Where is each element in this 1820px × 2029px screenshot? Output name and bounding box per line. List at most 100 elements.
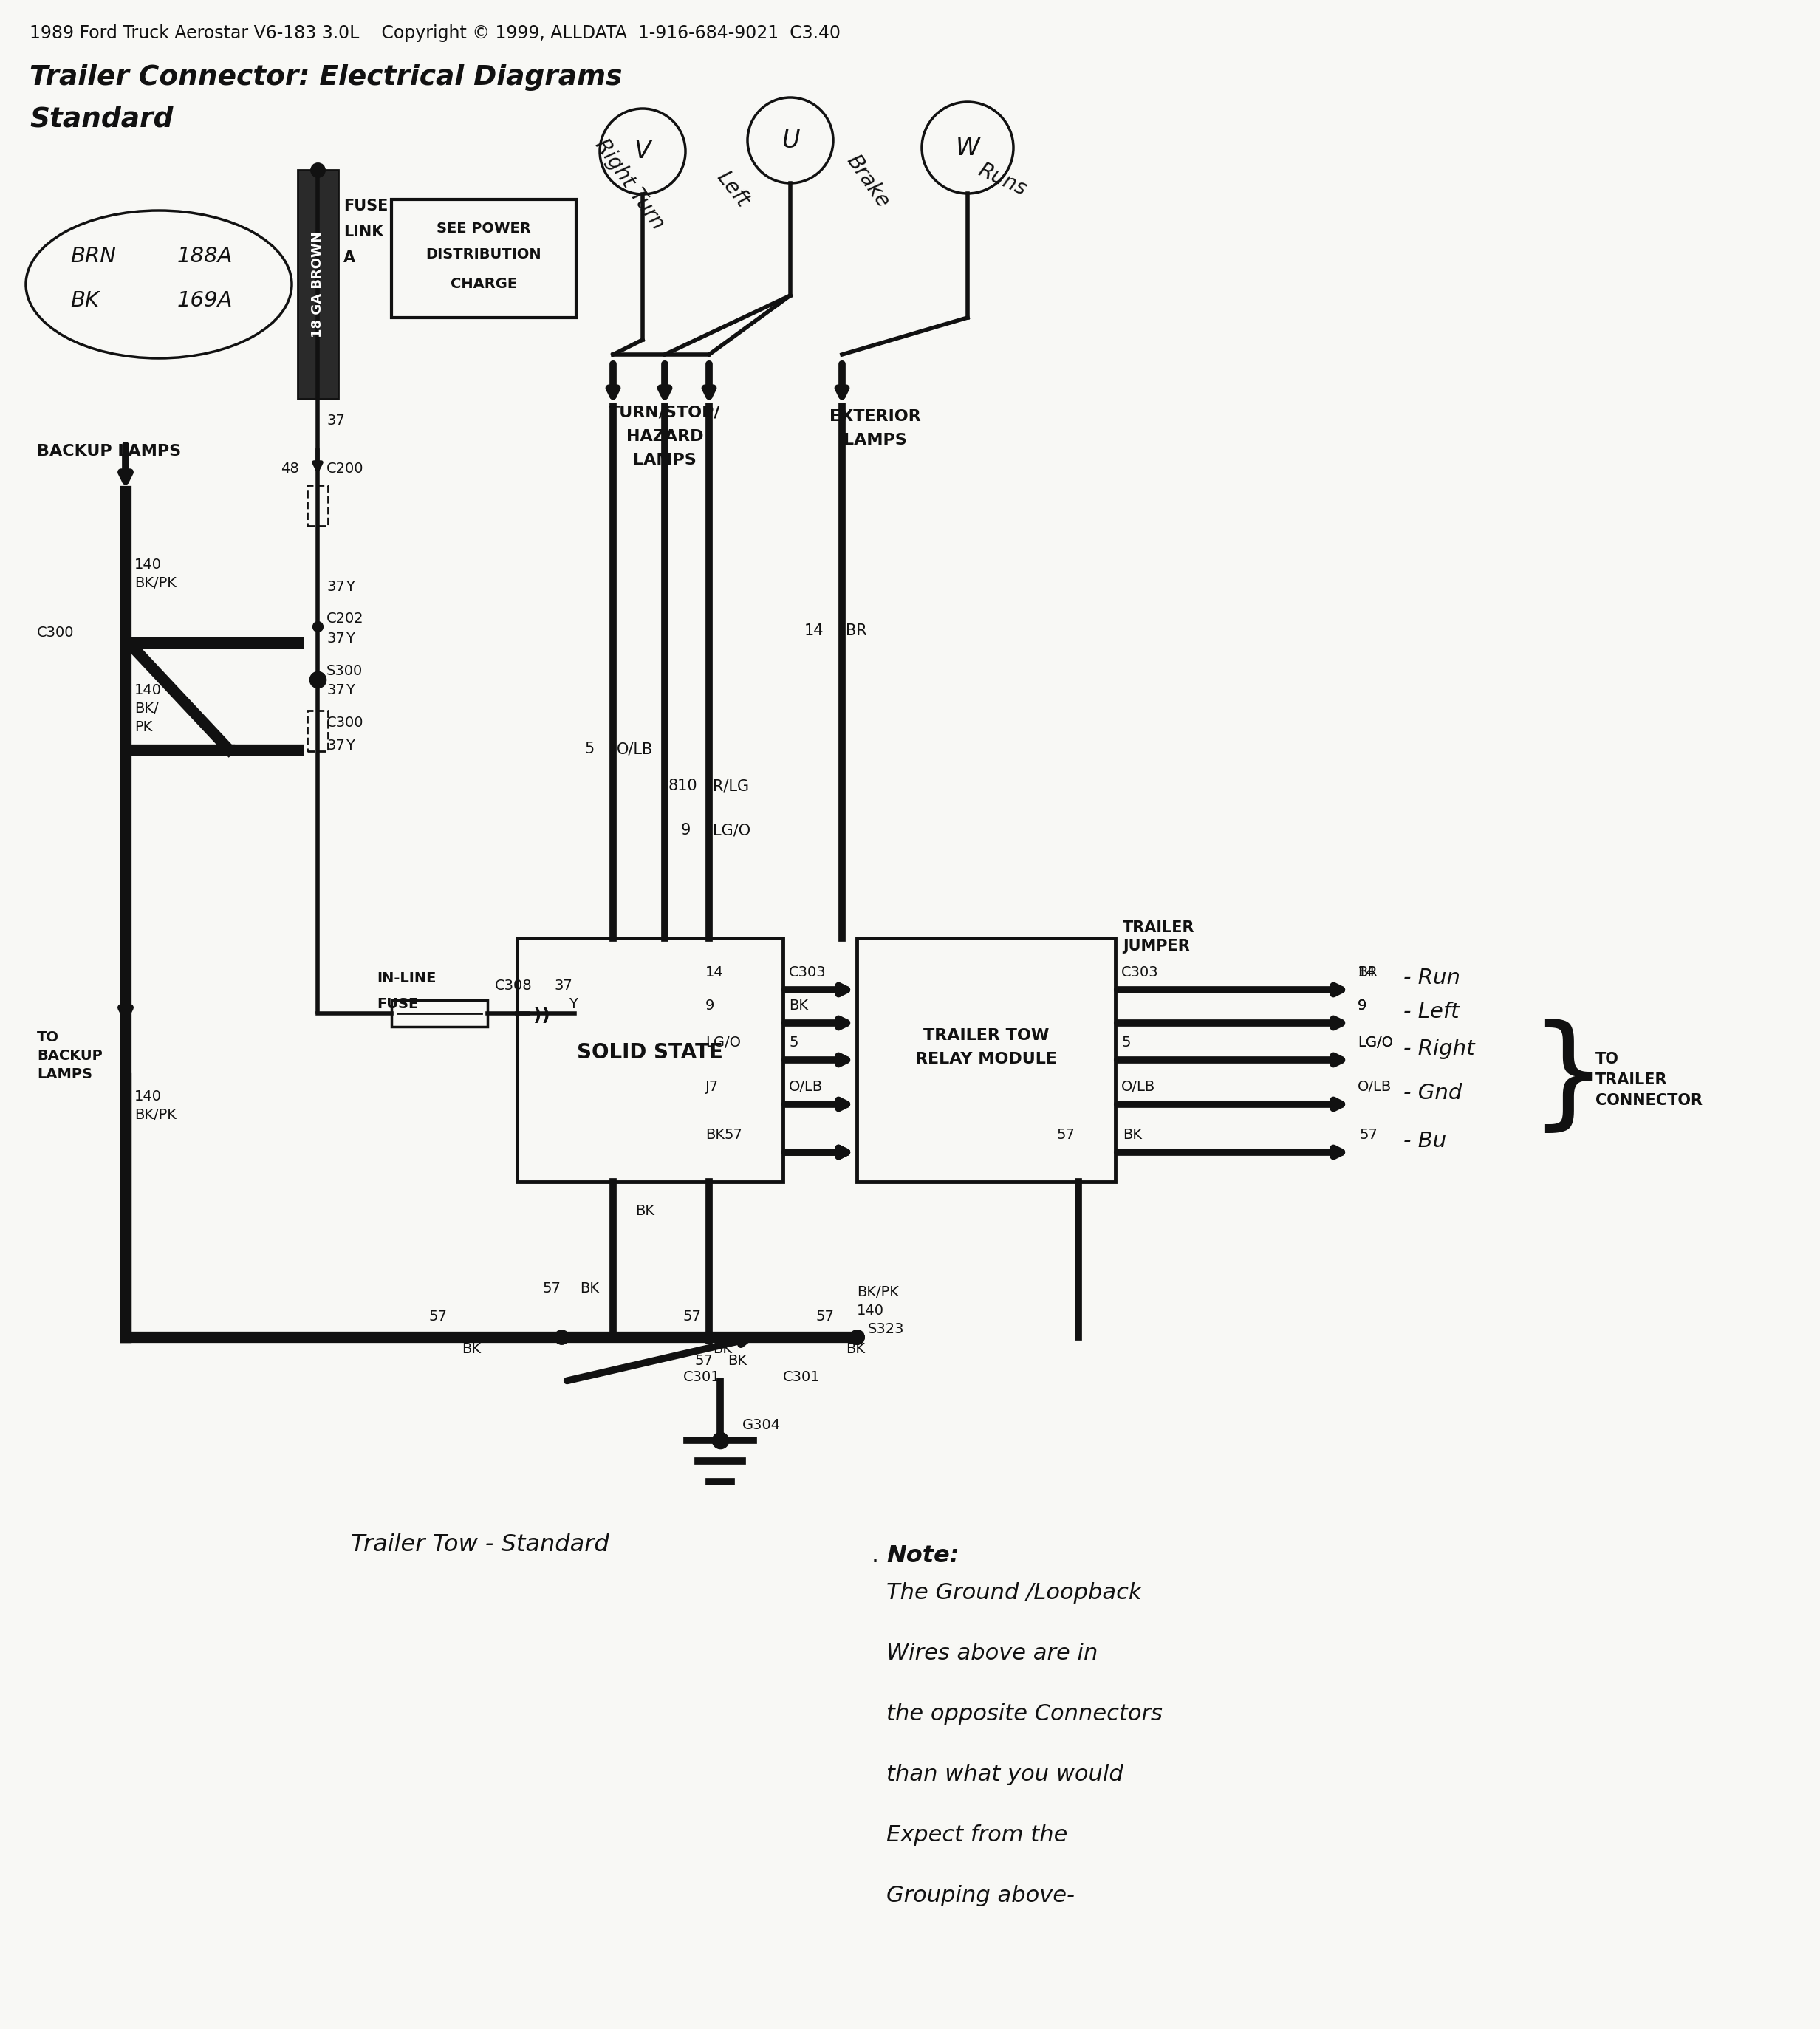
- Text: BK: BK: [713, 1341, 732, 1355]
- Text: 14: 14: [1358, 966, 1376, 980]
- Text: .: .: [872, 1544, 879, 1566]
- Text: LINK: LINK: [344, 225, 384, 239]
- Text: S300: S300: [326, 663, 362, 678]
- Text: DISTRIBUTION: DISTRIBUTION: [426, 248, 542, 262]
- Text: LAMPS: LAMPS: [36, 1067, 93, 1081]
- Bar: [391, 1000, 488, 1027]
- Text: EXTERIOR: EXTERIOR: [830, 410, 921, 424]
- Text: V: V: [633, 140, 652, 164]
- Text: LG/O: LG/O: [713, 824, 750, 838]
- Text: S323: S323: [868, 1323, 905, 1337]
- Text: BK/: BK/: [135, 702, 158, 716]
- Text: 9: 9: [706, 998, 715, 1012]
- Text: Note:: Note:: [886, 1544, 959, 1566]
- Text: 5: 5: [788, 1035, 799, 1049]
- Text: Wires above are in: Wires above are in: [886, 1643, 1097, 1664]
- Text: C308: C308: [495, 978, 531, 992]
- Text: TO: TO: [36, 1031, 58, 1045]
- Text: C301: C301: [783, 1370, 821, 1384]
- Text: 57: 57: [1360, 1128, 1378, 1142]
- Bar: [308, 485, 328, 526]
- Text: TURN/STOP/: TURN/STOP/: [610, 406, 721, 420]
- Text: BK/PK: BK/PK: [857, 1284, 899, 1299]
- Text: 9: 9: [1358, 998, 1367, 1012]
- Text: A: A: [344, 250, 355, 266]
- Text: TRAILER: TRAILER: [1123, 921, 1194, 935]
- Text: 1989 Ford Truck Aerostar V6-183 3.0L    Copyright © 1999, ALLDATA  1-916-684-902: 1989 Ford Truck Aerostar V6-183 3.0L Cop…: [29, 24, 841, 43]
- Text: 37: 37: [326, 414, 344, 428]
- Text: BK: BK: [1123, 1128, 1141, 1142]
- Text: W: W: [956, 136, 979, 160]
- Text: G304: G304: [743, 1418, 781, 1432]
- Text: 140: 140: [135, 1090, 162, 1104]
- Text: O/LB: O/LB: [617, 741, 653, 757]
- Text: )): )): [533, 1006, 550, 1025]
- Text: R/LG: R/LG: [713, 779, 750, 793]
- Text: 18 GA BROWN: 18 GA BROWN: [311, 231, 324, 337]
- Text: BK: BK: [706, 1128, 724, 1142]
- Text: Grouping above-: Grouping above-: [886, 1885, 1076, 1907]
- Text: 14: 14: [706, 966, 724, 980]
- Text: JUMPER: JUMPER: [1123, 939, 1190, 954]
- Text: 57: 57: [542, 1282, 561, 1297]
- Text: Y: Y: [346, 580, 355, 594]
- Text: BK: BK: [71, 290, 98, 310]
- Text: Brake: Brake: [843, 150, 894, 211]
- Text: than what you would: than what you would: [886, 1763, 1123, 1786]
- Text: 140: 140: [135, 558, 162, 572]
- Text: O/LB: O/LB: [788, 1079, 823, 1094]
- Text: IN-LINE: IN-LINE: [377, 972, 437, 986]
- Text: BK: BK: [581, 1282, 599, 1297]
- Text: CHARGE: CHARGE: [451, 278, 517, 290]
- Text: 37: 37: [326, 580, 344, 594]
- Text: 140: 140: [857, 1305, 885, 1317]
- Text: BRN: BRN: [71, 246, 116, 266]
- Text: C301: C301: [682, 1370, 721, 1384]
- Text: Expect from the: Expect from the: [886, 1824, 1068, 1846]
- Text: Y: Y: [346, 739, 355, 753]
- Text: 37: 37: [553, 978, 571, 992]
- Text: BK/PK: BK/PK: [135, 1108, 177, 1122]
- Text: 5: 5: [584, 741, 595, 757]
- Text: BR: BR: [1358, 966, 1378, 980]
- Text: BK: BK: [846, 1341, 864, 1355]
- Text: 169A: 169A: [177, 290, 233, 310]
- Text: 37: 37: [326, 631, 344, 645]
- Text: 37: 37: [326, 684, 344, 698]
- Text: Left: Left: [713, 168, 753, 211]
- Text: PK: PK: [135, 720, 153, 734]
- Text: 14: 14: [804, 623, 824, 639]
- Text: - Bu: - Bu: [1403, 1130, 1447, 1152]
- Text: C300: C300: [36, 625, 75, 639]
- Text: the opposite Connectors: the opposite Connectors: [886, 1702, 1163, 1725]
- Text: - Right: - Right: [1403, 1039, 1474, 1059]
- Text: TO: TO: [1596, 1051, 1620, 1067]
- Text: 810: 810: [668, 779, 697, 793]
- Text: LAMPS: LAMPS: [844, 432, 906, 448]
- Text: 48: 48: [280, 463, 298, 475]
- Text: C303: C303: [1121, 966, 1159, 980]
- Text: C303: C303: [788, 966, 826, 980]
- Text: 57: 57: [682, 1309, 703, 1323]
- Text: J7: J7: [706, 1079, 719, 1094]
- Text: BK: BK: [728, 1353, 746, 1368]
- Text: 57: 57: [428, 1309, 446, 1323]
- Text: Y: Y: [346, 631, 355, 645]
- Text: LG/O: LG/O: [1358, 1035, 1392, 1049]
- Text: - Gnd: - Gnd: [1403, 1083, 1461, 1104]
- Text: - Run: - Run: [1403, 968, 1460, 988]
- Text: O/LB: O/LB: [1121, 1079, 1156, 1094]
- Text: BK: BK: [462, 1341, 480, 1355]
- Text: FUSE: FUSE: [377, 996, 419, 1010]
- Text: TRAILER: TRAILER: [1596, 1073, 1667, 1088]
- Text: 9: 9: [1358, 998, 1367, 1012]
- Text: SOLID STATE: SOLID STATE: [577, 1043, 723, 1063]
- Text: Right Turn: Right Turn: [592, 136, 668, 233]
- Text: 188A: 188A: [177, 246, 233, 266]
- Text: - Left: - Left: [1403, 1002, 1460, 1023]
- Text: 57: 57: [815, 1309, 835, 1323]
- Text: BK/PK: BK/PK: [135, 576, 177, 590]
- Text: LG/O: LG/O: [706, 1035, 741, 1049]
- Text: LG/O: LG/O: [1358, 1035, 1392, 1049]
- Text: SEE POWER: SEE POWER: [437, 221, 531, 235]
